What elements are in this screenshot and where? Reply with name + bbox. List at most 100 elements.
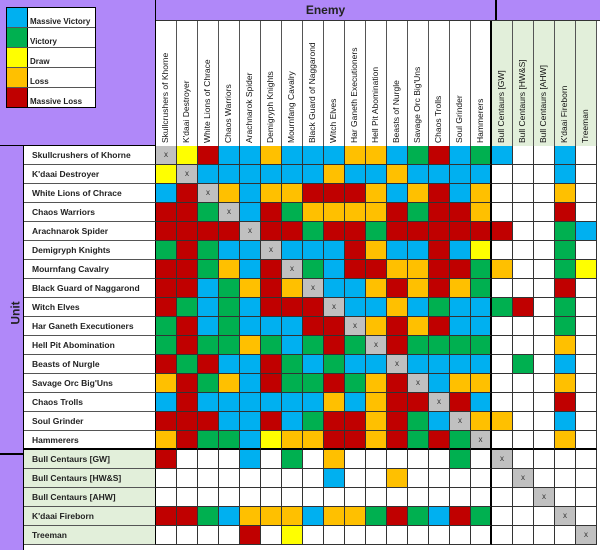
matchup-cell[interactable] bbox=[513, 165, 534, 184]
self-matchup-cell[interactable]: x bbox=[555, 507, 576, 526]
matchup-cell[interactable] bbox=[366, 393, 387, 412]
self-matchup-cell[interactable]: x bbox=[282, 260, 303, 279]
matchup-cell[interactable] bbox=[471, 374, 492, 393]
matchup-cell[interactable] bbox=[156, 222, 177, 241]
matchup-cell[interactable] bbox=[387, 336, 408, 355]
matchup-cell[interactable] bbox=[513, 431, 534, 450]
matchup-cell[interactable] bbox=[450, 241, 471, 260]
matchup-cell[interactable] bbox=[492, 412, 513, 431]
matchup-cell[interactable] bbox=[450, 393, 471, 412]
matchup-cell[interactable] bbox=[198, 450, 219, 469]
self-matchup-cell[interactable]: x bbox=[450, 412, 471, 431]
column-header[interactable]: Chaos Trolls bbox=[429, 21, 450, 146]
matchup-cell[interactable] bbox=[408, 412, 429, 431]
matchup-cell[interactable] bbox=[450, 184, 471, 203]
matchup-cell[interactable] bbox=[324, 260, 345, 279]
matchup-cell[interactable] bbox=[345, 222, 366, 241]
matchup-cell[interactable] bbox=[366, 450, 387, 469]
matchup-cell[interactable] bbox=[429, 241, 450, 260]
matchup-cell[interactable] bbox=[513, 184, 534, 203]
matchup-cell[interactable] bbox=[450, 507, 471, 526]
matchup-cell[interactable] bbox=[387, 279, 408, 298]
matchup-cell[interactable] bbox=[261, 336, 282, 355]
matchup-cell[interactable] bbox=[282, 317, 303, 336]
matchup-cell[interactable] bbox=[408, 507, 429, 526]
matchup-cell[interactable] bbox=[240, 317, 261, 336]
matchup-cell[interactable] bbox=[429, 469, 450, 488]
matchup-cell[interactable] bbox=[576, 146, 597, 165]
matchup-cell[interactable] bbox=[198, 336, 219, 355]
matchup-cell[interactable] bbox=[282, 393, 303, 412]
matchup-cell[interactable] bbox=[387, 469, 408, 488]
row-header[interactable]: Savage Orc Big'Uns bbox=[24, 374, 156, 393]
matchup-cell[interactable] bbox=[471, 222, 492, 241]
matchup-cell[interactable] bbox=[513, 355, 534, 374]
matchup-cell[interactable] bbox=[366, 260, 387, 279]
matchup-cell[interactable] bbox=[366, 412, 387, 431]
matchup-cell[interactable] bbox=[177, 241, 198, 260]
matchup-cell[interactable] bbox=[429, 260, 450, 279]
matchup-cell[interactable] bbox=[408, 279, 429, 298]
matchup-cell[interactable] bbox=[387, 450, 408, 469]
column-header[interactable]: Bull Centaurs [HW&S] bbox=[513, 21, 534, 146]
matchup-cell[interactable] bbox=[576, 469, 597, 488]
matchup-cell[interactable] bbox=[555, 336, 576, 355]
matchup-cell[interactable] bbox=[261, 526, 282, 545]
matchup-cell[interactable] bbox=[450, 469, 471, 488]
matchup-cell[interactable] bbox=[219, 165, 240, 184]
matchup-cell[interactable] bbox=[261, 146, 282, 165]
matchup-cell[interactable] bbox=[303, 317, 324, 336]
matchup-cell[interactable] bbox=[387, 374, 408, 393]
matchup-cell[interactable] bbox=[576, 488, 597, 507]
matchup-cell[interactable] bbox=[240, 488, 261, 507]
matchup-cell[interactable] bbox=[387, 184, 408, 203]
column-header[interactable]: Witch Elves bbox=[324, 21, 345, 146]
column-header[interactable]: K'daai Fireborn bbox=[555, 21, 576, 146]
matchup-cell[interactable] bbox=[429, 412, 450, 431]
matchup-cell[interactable] bbox=[156, 260, 177, 279]
matchup-cell[interactable] bbox=[429, 355, 450, 374]
matchup-cell[interactable] bbox=[471, 488, 492, 507]
row-header[interactable]: Hammerers bbox=[24, 431, 156, 450]
matchup-cell[interactable] bbox=[471, 241, 492, 260]
matchup-cell[interactable] bbox=[345, 184, 366, 203]
matchup-cell[interactable] bbox=[429, 222, 450, 241]
matchup-cell[interactable] bbox=[156, 165, 177, 184]
matchup-cell[interactable] bbox=[261, 507, 282, 526]
matchup-cell[interactable] bbox=[429, 298, 450, 317]
matchup-cell[interactable] bbox=[450, 336, 471, 355]
matchup-cell[interactable] bbox=[303, 507, 324, 526]
matchup-cell[interactable] bbox=[576, 298, 597, 317]
matchup-cell[interactable] bbox=[555, 241, 576, 260]
matchup-cell[interactable] bbox=[156, 241, 177, 260]
matchup-cell[interactable] bbox=[429, 488, 450, 507]
matchup-cell[interactable] bbox=[240, 203, 261, 222]
matchup-cell[interactable] bbox=[534, 355, 555, 374]
matchup-cell[interactable] bbox=[324, 317, 345, 336]
matchup-cell[interactable] bbox=[429, 184, 450, 203]
matchup-cell[interactable] bbox=[156, 317, 177, 336]
matchup-cell[interactable] bbox=[282, 507, 303, 526]
matchup-cell[interactable] bbox=[471, 469, 492, 488]
matchup-cell[interactable] bbox=[534, 279, 555, 298]
matchup-cell[interactable] bbox=[156, 298, 177, 317]
matchup-cell[interactable] bbox=[345, 469, 366, 488]
matchup-cell[interactable] bbox=[177, 450, 198, 469]
matchup-cell[interactable] bbox=[198, 374, 219, 393]
matchup-cell[interactable] bbox=[324, 355, 345, 374]
matchup-cell[interactable] bbox=[219, 526, 240, 545]
matchup-cell[interactable] bbox=[387, 146, 408, 165]
matchup-cell[interactable] bbox=[240, 241, 261, 260]
matchup-cell[interactable] bbox=[219, 146, 240, 165]
matchup-cell[interactable] bbox=[492, 431, 513, 450]
matchup-cell[interactable] bbox=[576, 241, 597, 260]
matchup-cell[interactable] bbox=[156, 469, 177, 488]
matchup-cell[interactable] bbox=[261, 260, 282, 279]
matchup-cell[interactable] bbox=[324, 203, 345, 222]
row-header[interactable]: Arachnarok Spider bbox=[24, 222, 156, 241]
row-header[interactable]: Bull Centaurs [HW&S] bbox=[24, 469, 156, 488]
matchup-cell[interactable] bbox=[471, 355, 492, 374]
matchup-cell[interactable] bbox=[177, 260, 198, 279]
matchup-cell[interactable] bbox=[324, 241, 345, 260]
matchup-cell[interactable] bbox=[366, 355, 387, 374]
